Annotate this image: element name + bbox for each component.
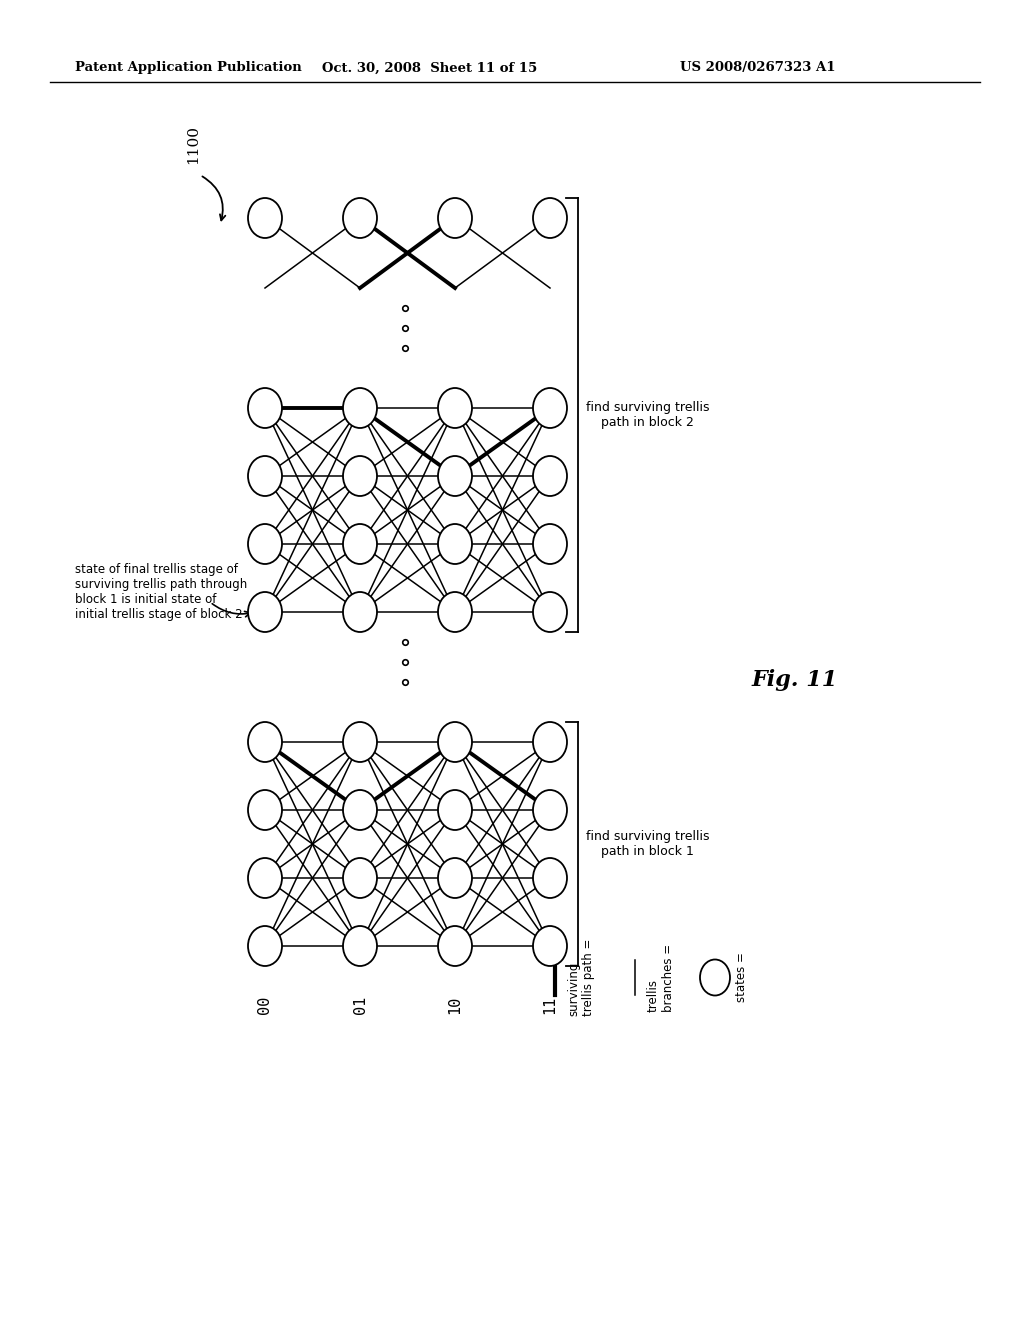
Ellipse shape [248, 591, 282, 632]
Ellipse shape [438, 388, 472, 428]
Text: 1100: 1100 [186, 125, 200, 165]
Ellipse shape [534, 789, 567, 830]
Ellipse shape [534, 858, 567, 898]
Ellipse shape [534, 927, 567, 966]
Ellipse shape [438, 858, 472, 898]
Ellipse shape [534, 722, 567, 762]
Ellipse shape [438, 789, 472, 830]
Ellipse shape [438, 591, 472, 632]
Text: 11: 11 [543, 997, 557, 1014]
Ellipse shape [343, 198, 377, 238]
Ellipse shape [438, 927, 472, 966]
Ellipse shape [248, 455, 282, 496]
Text: state of final trellis stage of
surviving trellis path through
block 1 is initia: state of final trellis stage of survivin… [75, 564, 247, 620]
Ellipse shape [343, 388, 377, 428]
Text: 00: 00 [257, 997, 272, 1014]
Ellipse shape [534, 198, 567, 238]
Ellipse shape [343, 591, 377, 632]
Text: US 2008/0267323 A1: US 2008/0267323 A1 [680, 62, 836, 74]
Ellipse shape [343, 789, 377, 830]
Ellipse shape [534, 388, 567, 428]
Ellipse shape [438, 524, 472, 564]
Ellipse shape [438, 722, 472, 762]
Ellipse shape [343, 858, 377, 898]
Ellipse shape [248, 789, 282, 830]
Ellipse shape [343, 455, 377, 496]
Ellipse shape [700, 960, 730, 995]
Text: Oct. 30, 2008  Sheet 11 of 15: Oct. 30, 2008 Sheet 11 of 15 [323, 62, 538, 74]
Ellipse shape [343, 524, 377, 564]
Ellipse shape [534, 524, 567, 564]
Ellipse shape [438, 198, 472, 238]
Text: trellis
branches =: trellis branches = [647, 944, 675, 1011]
Ellipse shape [343, 722, 377, 762]
Ellipse shape [248, 524, 282, 564]
Text: find surviving trellis
path in block 2: find surviving trellis path in block 2 [586, 401, 710, 429]
Text: find surviving trellis
path in block 1: find surviving trellis path in block 1 [586, 830, 710, 858]
Ellipse shape [248, 858, 282, 898]
Ellipse shape [438, 455, 472, 496]
Ellipse shape [534, 455, 567, 496]
Text: states =: states = [735, 953, 748, 1002]
Text: 10: 10 [447, 997, 463, 1014]
Ellipse shape [248, 198, 282, 238]
Text: 01: 01 [352, 997, 368, 1014]
Ellipse shape [248, 388, 282, 428]
Ellipse shape [248, 722, 282, 762]
Text: Patent Application Publication: Patent Application Publication [75, 62, 302, 74]
Ellipse shape [343, 927, 377, 966]
Ellipse shape [534, 591, 567, 632]
Text: surviving
trellis path =: surviving trellis path = [567, 939, 595, 1016]
Ellipse shape [248, 927, 282, 966]
Text: Fig. 11: Fig. 11 [752, 669, 838, 690]
